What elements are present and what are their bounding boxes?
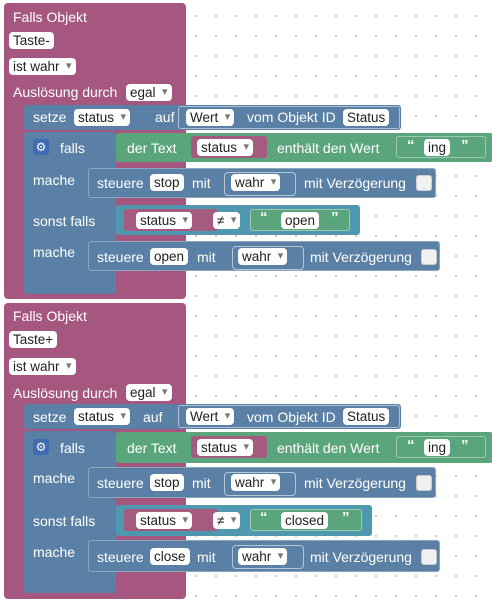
- value-dropdown[interactable]: Wert: [186, 109, 235, 126]
- if-label: falls: [60, 140, 85, 156]
- gear-icon[interactable]: ⚙: [33, 139, 49, 155]
- quote-close-icon: ”: [461, 437, 469, 454]
- condition-dropdown[interactable]: ist wahr: [9, 358, 76, 375]
- operator-dropdown[interactable]: ≠: [213, 212, 241, 229]
- if-label: falls: [60, 440, 85, 456]
- checkbox-icon[interactable]: [421, 249, 437, 265]
- delay-label: mit Verzögerung: [304, 175, 406, 191]
- text-variable-dropdown[interactable]: status: [197, 439, 254, 456]
- compare-variable-dropdown[interactable]: status: [136, 212, 193, 229]
- condition-dropdown[interactable]: ist wahr: [9, 58, 76, 75]
- trigger-label: Auslösung durch: [13, 385, 118, 401]
- to-label: auf: [143, 409, 163, 425]
- checkbox-icon[interactable]: [421, 549, 437, 565]
- compare-value-field[interactable]: closed: [281, 512, 329, 529]
- operator-dropdown[interactable]: ≠: [213, 512, 241, 529]
- boolean-dropdown[interactable]: wahr: [238, 548, 288, 565]
- event-header: Falls Objekt: [13, 9, 87, 25]
- value-dropdown[interactable]: Wert: [186, 408, 235, 425]
- quote-open-icon: “: [260, 209, 268, 226]
- delay-label: mit Verzögerung: [304, 475, 406, 491]
- control-target-field[interactable]: stop: [150, 174, 184, 191]
- text-label: der Text: [127, 140, 177, 156]
- object-id-field[interactable]: Taste+: [9, 331, 58, 348]
- contains-label: enthält den Wert: [277, 140, 380, 156]
- with-label: mit: [192, 475, 211, 491]
- control-target-field[interactable]: open: [150, 248, 189, 265]
- to-label: auf: [155, 109, 175, 125]
- object-id-field[interactable]: Taste-: [9, 32, 54, 49]
- text-variable-dropdown[interactable]: status: [197, 139, 254, 156]
- quote-close-icon: ”: [461, 137, 469, 154]
- delay-label: mit Verzögerung: [310, 549, 412, 565]
- compare-variable-dropdown[interactable]: status: [136, 512, 193, 529]
- with-label: mit: [197, 249, 216, 265]
- quote-open-icon: “: [407, 437, 415, 454]
- do-label: mache: [33, 544, 76, 560]
- quote-close-icon: ”: [331, 209, 339, 226]
- control-label: steuere: [97, 175, 144, 191]
- with-label: mit: [197, 549, 216, 565]
- else-if-label: sonst falls: [33, 513, 96, 529]
- control-target-field[interactable]: close: [150, 548, 190, 565]
- boolean-dropdown[interactable]: wahr: [238, 248, 288, 265]
- contains-label: enthält den Wert: [277, 440, 380, 456]
- quote-close-icon: ”: [342, 509, 350, 526]
- control-label: steuere: [97, 549, 144, 565]
- delay-label: mit Verzögerung: [310, 249, 412, 265]
- text-value-field[interactable]: ing: [424, 439, 451, 456]
- set-label: setze: [33, 109, 67, 125]
- else-if-label: sonst falls: [33, 213, 96, 229]
- quote-open-icon: “: [407, 137, 415, 154]
- quote-open-icon: “: [260, 509, 268, 526]
- with-label: mit: [192, 175, 211, 191]
- boolean-dropdown[interactable]: wahr: [231, 474, 281, 491]
- variable-dropdown[interactable]: status: [74, 109, 131, 126]
- boolean-dropdown[interactable]: wahr: [231, 174, 281, 191]
- object-id-field[interactable]: Status: [343, 408, 390, 425]
- do-label: mache: [33, 172, 76, 188]
- event-header: Falls Objekt: [13, 308, 87, 324]
- checkbox-icon[interactable]: [416, 175, 432, 191]
- trigger-dropdown[interactable]: egal: [126, 84, 172, 101]
- text-value-field[interactable]: ing: [424, 139, 451, 156]
- object-id-field[interactable]: Status: [343, 109, 390, 126]
- control-target-field[interactable]: stop: [150, 474, 184, 491]
- control-label: steuere: [97, 249, 144, 265]
- compare-value-field[interactable]: open: [281, 212, 320, 229]
- trigger-dropdown[interactable]: egal: [126, 384, 172, 401]
- variable-dropdown[interactable]: status: [74, 408, 131, 425]
- set-label: setze: [33, 409, 67, 425]
- do-label: mache: [33, 244, 76, 260]
- do-label: mache: [33, 470, 76, 486]
- trigger-label: Auslösung durch: [13, 84, 118, 100]
- text-label: der Text: [127, 440, 177, 456]
- checkbox-icon[interactable]: [416, 475, 432, 491]
- control-label: steuere: [97, 475, 144, 491]
- from-object-label: vom Objekt ID: [247, 409, 336, 425]
- from-object-label: vom Objekt ID: [247, 109, 336, 125]
- gear-icon[interactable]: ⚙: [33, 439, 49, 455]
